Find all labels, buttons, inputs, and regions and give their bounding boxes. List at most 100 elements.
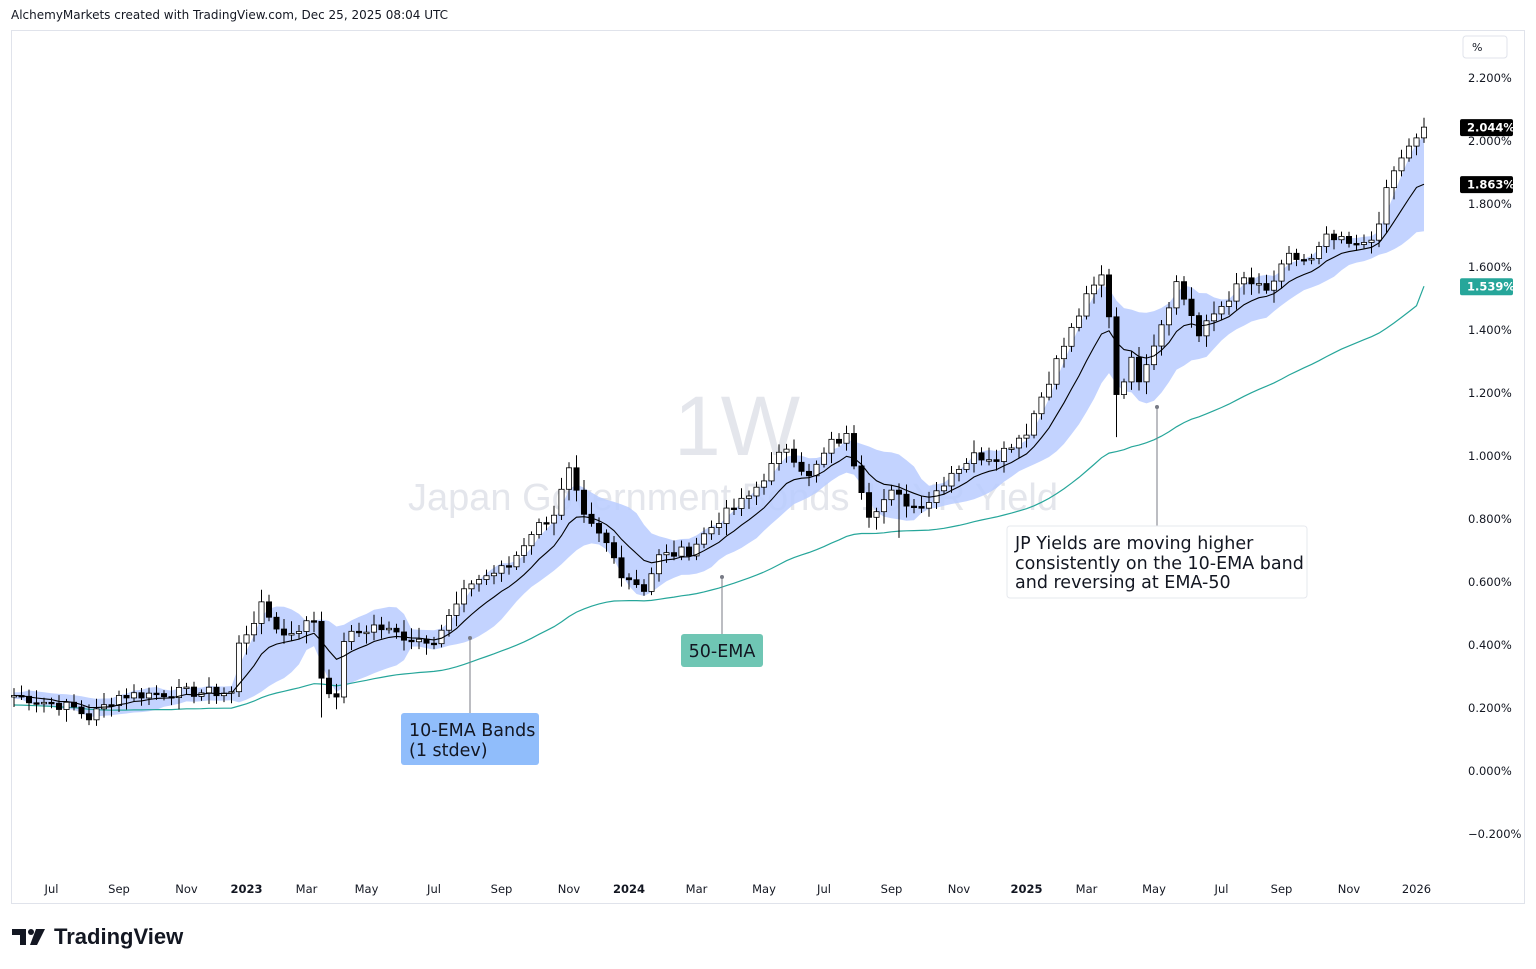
candle xyxy=(1338,231,1345,244)
price-tick-label: 2.200% xyxy=(1468,71,1512,85)
ema50-line xyxy=(13,285,1425,711)
candle xyxy=(633,569,640,588)
ema50-value-tag: 1.539% xyxy=(1460,278,1515,296)
candle xyxy=(956,465,963,482)
tradingview-logo[interactable]: TradingView xyxy=(12,924,183,950)
candle xyxy=(235,635,242,698)
price-labels: 2.200% 2.000% 1.800% 1.600% 1.400% 1.200% 1.00… xyxy=(1460,71,1522,841)
candle xyxy=(475,574,482,592)
annotation-bands[interactable]: 10-EMA Bands (1 stdev) xyxy=(401,713,539,765)
candle xyxy=(738,488,745,517)
candle xyxy=(896,483,903,538)
candle xyxy=(918,495,925,513)
annotation-note-anchor xyxy=(1155,405,1159,409)
candle xyxy=(528,531,535,555)
scale-unit-button[interactable] xyxy=(1462,35,1508,59)
candle xyxy=(400,620,407,651)
candle xyxy=(618,545,625,587)
time-tick-label: Sep xyxy=(881,882,903,896)
time-tick-label: May xyxy=(752,882,776,896)
candle xyxy=(41,697,48,713)
candle xyxy=(513,551,520,570)
candle xyxy=(1233,273,1240,310)
candle xyxy=(1383,179,1390,234)
svg-text:2.044%: 2.044% xyxy=(1467,121,1515,135)
candle xyxy=(1391,166,1398,200)
candle xyxy=(483,569,490,585)
price-tick-label: 1.200% xyxy=(1468,386,1512,400)
annotation-ema50[interactable]: 50-EMA xyxy=(681,634,763,667)
candle xyxy=(63,698,70,722)
candle xyxy=(1113,307,1120,438)
candle xyxy=(1166,301,1173,336)
candle xyxy=(821,447,828,468)
chart-pane[interactable] xyxy=(11,30,1525,904)
candle xyxy=(686,542,693,561)
candle xyxy=(843,425,850,451)
candle xyxy=(310,611,317,633)
candle xyxy=(250,611,257,642)
time-tick-label: Jul xyxy=(426,882,441,896)
candle xyxy=(445,608,452,637)
candle xyxy=(993,449,1000,471)
candle xyxy=(581,479,588,523)
candle xyxy=(701,527,708,549)
candle xyxy=(1256,273,1263,294)
candle xyxy=(1076,308,1083,332)
candle xyxy=(806,463,813,487)
candle xyxy=(1316,241,1323,265)
candle xyxy=(731,498,738,515)
candle xyxy=(626,573,633,590)
candle xyxy=(385,621,392,634)
annotation-note[interactable]: JP Yields are moving higher consistently… xyxy=(1006,525,1308,599)
candle xyxy=(746,490,753,509)
candle xyxy=(573,455,580,502)
tradingview-logo-icon xyxy=(12,929,45,945)
candle xyxy=(378,616,385,639)
candle xyxy=(1001,441,1008,473)
candle xyxy=(963,458,970,473)
price-tick-label: 0.000% xyxy=(1468,764,1512,778)
ema10-layer xyxy=(13,183,1425,709)
candle xyxy=(1031,410,1038,439)
ema50-layer xyxy=(13,285,1425,711)
candle xyxy=(33,690,40,713)
price-scale[interactable]: % xyxy=(1462,35,1508,59)
candle xyxy=(1293,248,1300,267)
candle xyxy=(708,520,715,540)
candle xyxy=(723,500,730,536)
candles-layer xyxy=(10,117,1428,726)
candle xyxy=(1331,229,1338,250)
time-tick-label: 2026 xyxy=(1402,882,1431,896)
ema10-line xyxy=(13,183,1425,709)
candle xyxy=(370,614,377,641)
candle xyxy=(1211,301,1218,332)
candle xyxy=(693,537,700,561)
candle xyxy=(1128,351,1135,390)
price-tick-label: −0.200% xyxy=(1468,827,1522,841)
time-tick-label: Sep xyxy=(1271,882,1293,896)
candle xyxy=(258,589,265,635)
candle xyxy=(56,695,63,716)
time-tick-label: May xyxy=(355,882,379,896)
candle xyxy=(648,567,655,596)
candle xyxy=(1016,434,1023,459)
candle xyxy=(1308,253,1315,265)
candle xyxy=(948,465,955,493)
candle xyxy=(78,700,85,719)
time-tick-label: Sep xyxy=(108,882,130,896)
candle xyxy=(1098,265,1105,298)
candle xyxy=(753,481,760,505)
candle xyxy=(543,516,550,531)
ema10-value-tag: 1.863% xyxy=(1460,176,1515,194)
candle xyxy=(1173,275,1180,315)
time-scale[interactable]: Jul Sep Nov 2023 Mar May Jul Sep Nov 2024 Mar May Ju… xyxy=(44,882,1432,896)
candle xyxy=(671,540,678,561)
candle xyxy=(1188,287,1195,328)
candle xyxy=(498,560,505,582)
price-tick-label: 1.000% xyxy=(1468,449,1512,463)
annotation-bands-anchor xyxy=(468,636,472,640)
chart-attribution: AlchemyMarkets created with TradingView.… xyxy=(11,8,448,22)
candle xyxy=(656,549,663,582)
